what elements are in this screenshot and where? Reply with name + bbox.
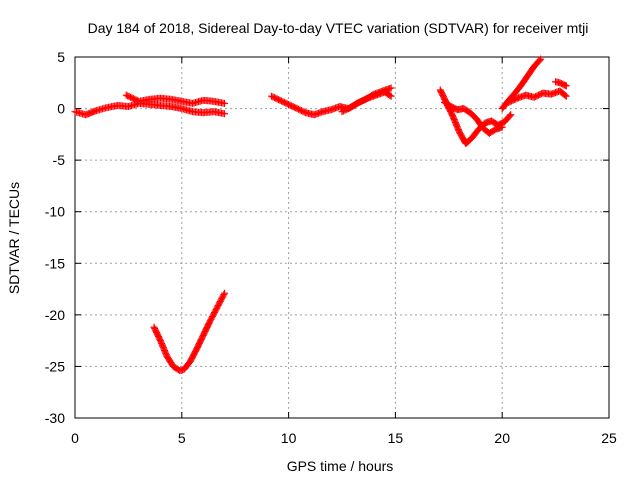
y-tick-label: -15 [45,255,65,271]
data-point [561,91,569,99]
data-point [221,99,229,107]
series-arc-6 [436,86,515,148]
x-tick-label: 15 [388,430,404,446]
x-axis-title: GPS time / hours [287,458,394,474]
data-layer [71,55,570,375]
data-point [506,112,514,120]
series-arc-3 [150,289,229,375]
chart-title: Day 184 of 2018, Sidereal Day-to-day VTE… [88,20,589,36]
data-point [221,110,229,118]
x-tick-label: 10 [281,430,297,446]
series-arc-10 [552,78,570,90]
data-point [536,56,544,64]
series-arc-8 [498,55,545,113]
plot-frame [74,56,610,419]
x-tick-label: 0 [71,430,79,446]
series-arc-7 [441,98,506,137]
y-tick-label: -10 [45,204,65,220]
data-point [498,123,506,131]
x-tick-label: 25 [601,430,617,446]
data-point [220,291,228,299]
data-point [507,111,515,119]
series-arc-5 [338,88,395,116]
data-point [562,92,570,100]
y-tick-label: -20 [45,307,65,323]
y-axis-title: SDTVAR / TECUs [6,182,22,294]
series-arc-9 [505,87,570,106]
data-point [386,91,394,99]
y-tick-label: 5 [57,49,65,65]
data-point [221,289,229,297]
y-tick-label: -5 [53,152,66,168]
data-point [387,84,395,92]
data-point [387,92,395,100]
y-tick-label: -30 [45,410,65,426]
x-tick-label: 20 [494,430,510,446]
series-arc-2 [122,91,229,107]
y-tick-label: 0 [57,101,65,117]
tick-layer: 0 5 10 15 20 25 5 0 -5 -10 -15 -20 -25 -30 [45,49,617,446]
y-tick-label: -25 [45,358,65,374]
x-tick-label: 5 [178,430,186,446]
data-point [537,55,545,63]
data-point [562,82,570,90]
